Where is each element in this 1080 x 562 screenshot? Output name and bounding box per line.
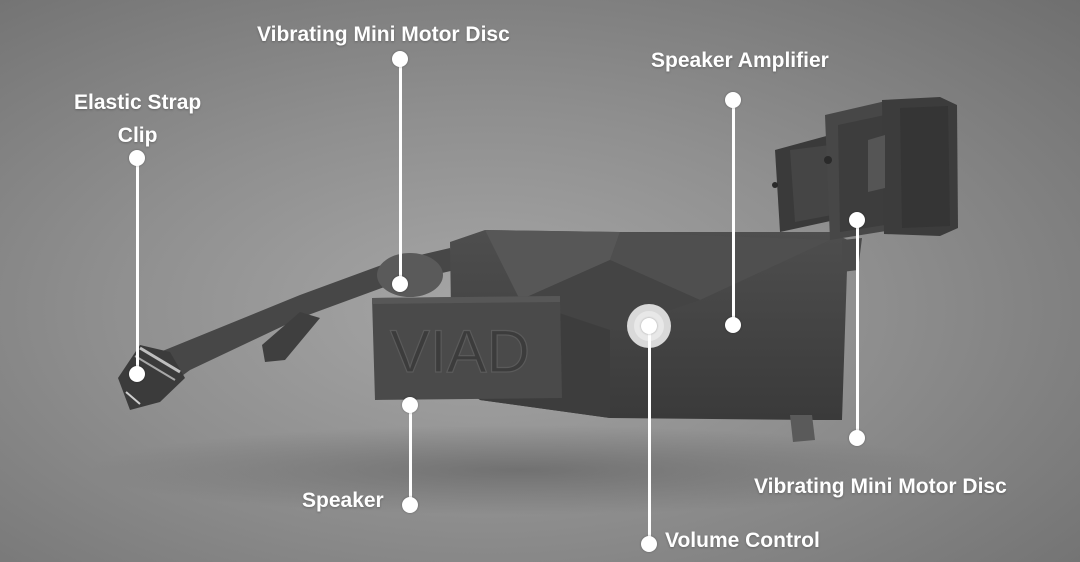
inner-arm	[262, 312, 320, 362]
hinge-disc	[377, 253, 443, 297]
dot-volume-end	[641, 536, 657, 552]
leader-motor-top	[399, 58, 402, 284]
label-speaker: Speaker	[302, 489, 384, 512]
label-volume-control: Volume Control	[665, 529, 820, 552]
dot-amplifier-end	[725, 92, 741, 108]
label-elastic-strap-clip: Elastic Strap Clip	[74, 86, 201, 152]
dot-motor-bottom-start	[849, 212, 865, 228]
dot-amplifier-start	[725, 317, 741, 333]
label-vibrating-motor-top: Vibrating Mini Motor Disc	[257, 23, 510, 46]
dot-strap-start	[129, 366, 145, 382]
dot-volume-start	[641, 318, 657, 334]
bottom-foot	[790, 415, 815, 442]
dot-motor-top-end	[392, 51, 408, 67]
dot-motor-bottom-end	[849, 430, 865, 446]
label-elastic-strap-line2: Clip	[117, 124, 158, 147]
brand-embossed-text: VIAD	[390, 318, 530, 385]
label-speaker-amplifier: Speaker Amplifier	[651, 49, 829, 72]
strap-clip	[118, 345, 185, 410]
floor-shadow	[90, 425, 950, 515]
label-vibrating-motor-bottom: Vibrating Mini Motor Disc	[754, 475, 1007, 498]
dot-speaker-start	[402, 397, 418, 413]
dot-strap-end	[129, 150, 145, 166]
leader-volume	[648, 326, 651, 544]
label-elastic-strap-line1: Elastic Strap	[74, 91, 202, 114]
speaker-plate	[372, 296, 562, 400]
leader-motor-bottom	[856, 220, 859, 438]
leader-amplifier	[732, 100, 735, 325]
leader-speaker	[409, 405, 412, 505]
leader-strap-clip	[136, 158, 139, 374]
dot-speaker-end	[402, 497, 418, 513]
dot-motor-top-start	[392, 276, 408, 292]
